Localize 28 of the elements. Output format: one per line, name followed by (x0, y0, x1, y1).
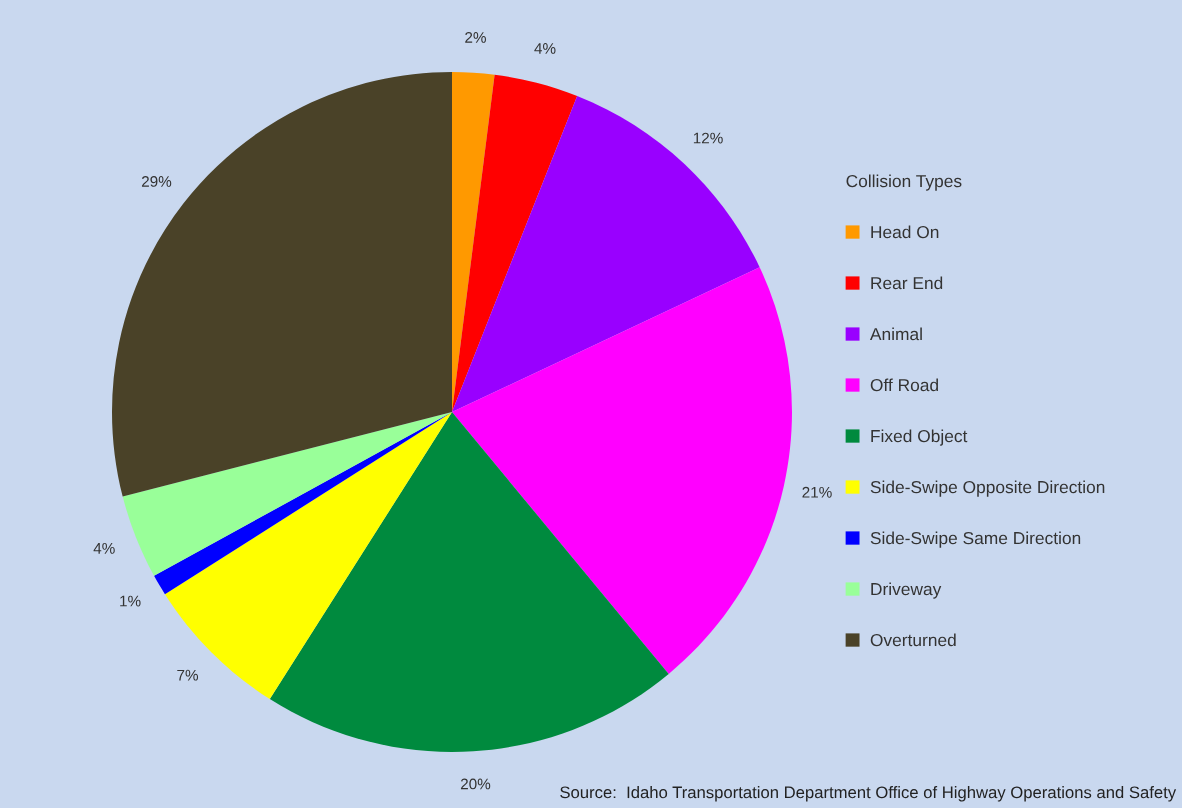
legend-label: Animal (869, 327, 922, 341)
data-label: 1% (120, 595, 141, 607)
pie-slice (452, 74, 578, 412)
legend-label: Driveway (871, 582, 942, 599)
pie-slice (112, 72, 452, 497)
legend-title: Collision Types (846, 174, 962, 191)
legend-label: Side-Swipe Opposite Direction (870, 480, 1105, 497)
legend-label: Side-Swipe Same Direction (870, 531, 1081, 548)
data-label: 21% (802, 486, 832, 498)
legend-label: Head On (871, 225, 939, 239)
pie-slice (164, 412, 452, 700)
legend-label: Off Road (870, 378, 938, 392)
data-label: 12% (693, 132, 723, 144)
legend-label: Overturned (870, 633, 956, 647)
pie-slice (122, 412, 452, 576)
data-label: 4% (93, 543, 115, 554)
pie-slice (452, 267, 792, 674)
pie-slice (154, 412, 452, 595)
legend-label: Fixed Object (871, 429, 968, 446)
data-label: 4% (534, 43, 556, 54)
legend-label: Rear End (871, 276, 943, 290)
data-label: 7% (177, 669, 199, 681)
data-label: 29% (141, 176, 172, 187)
pie-slice (452, 95, 760, 412)
pie-slice (269, 412, 669, 752)
source-note: Source: Idaho Transportation Department Office of Highway Operations and Safety (560, 786, 1177, 802)
data-label: 20% (460, 778, 491, 790)
data-label: 2% (465, 32, 486, 43)
